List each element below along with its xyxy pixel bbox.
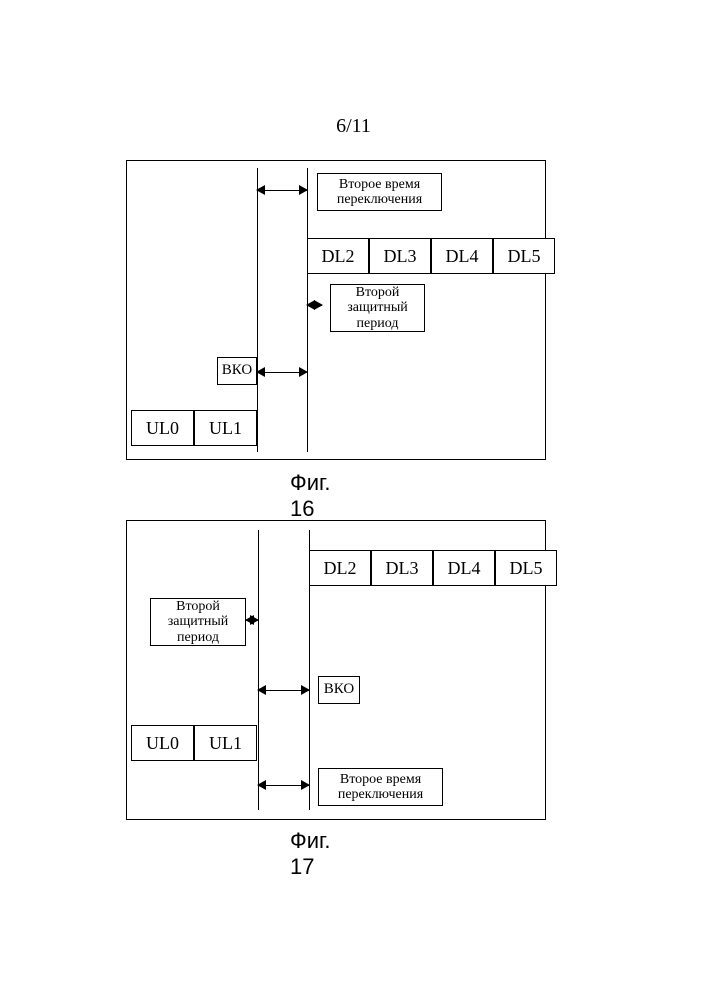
- fig17-dl-dl4: DL4: [433, 550, 495, 586]
- text: ВКО: [324, 681, 354, 698]
- fig16-caption: Фиг. 16: [290, 470, 330, 522]
- fig16-dl-dl2: DL2: [307, 238, 369, 274]
- fig17-caption: Фиг. 17: [290, 828, 330, 880]
- fig16-second-guard-period-label: Второй защитный период: [330, 284, 425, 332]
- fig16-second-switch-time-label: Второе время переключения: [317, 173, 442, 211]
- fig17-bko-label: ВКО: [318, 676, 360, 704]
- text: Второе время переключения: [338, 772, 423, 803]
- fig17-dl-dl2: DL2: [309, 550, 371, 586]
- fig16-ul-ul1: UL1: [194, 410, 257, 446]
- text: Второй защитный период: [347, 285, 408, 331]
- fig16-vline-right: [307, 168, 308, 452]
- fig17-vline-left: [258, 530, 259, 810]
- fig16-ul-ul0: UL0: [131, 410, 194, 446]
- fig17-second-switch-time-label: Второе время переключения: [318, 768, 443, 806]
- fig17-second-guard-period-label: Второй защитный период: [150, 598, 246, 646]
- fig16-dl-dl3: DL3: [369, 238, 431, 274]
- fig17-dl-dl5: DL5: [495, 550, 557, 586]
- text: ВКО: [222, 362, 252, 379]
- text: Второе время переключения: [337, 177, 422, 208]
- fig16-vline-left: [257, 168, 258, 452]
- fig16-bko-label: ВКО: [217, 357, 257, 385]
- fig17-dl-dl3: DL3: [371, 550, 433, 586]
- text: Второй защитный период: [168, 599, 229, 645]
- page-number: 6/11: [336, 115, 371, 138]
- fig16-dl-dl4: DL4: [431, 238, 493, 274]
- fig17-ul-ul1: UL1: [194, 725, 257, 761]
- fig16-dl-dl5: DL5: [493, 238, 555, 274]
- fig17-ul-ul0: UL0: [131, 725, 194, 761]
